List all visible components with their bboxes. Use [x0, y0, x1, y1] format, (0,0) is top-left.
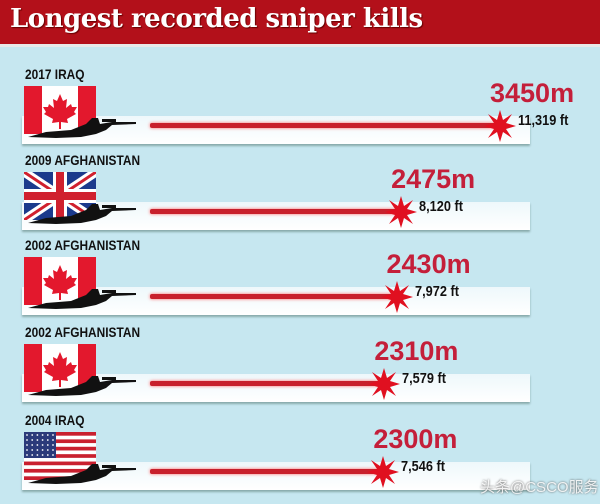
- sniper-silhouette-icon: [26, 110, 136, 140]
- sniper-silhouette-icon: [26, 196, 136, 226]
- record-row: 2017 IRAQ 3450m 11,319 ft: [0, 66, 600, 152]
- sniper-silhouette-icon: [26, 456, 136, 486]
- record-label: 2004 IRAQ: [25, 412, 85, 428]
- watermark: 头条@CSCO服务: [480, 479, 599, 496]
- meters-label: 2475m: [391, 164, 476, 194]
- distance-bar: [150, 123, 500, 128]
- explosion-icon: [367, 456, 400, 488]
- record-label: 2002 AFGHANISTAN: [25, 324, 141, 340]
- explosion-icon: [380, 281, 413, 313]
- meters-label: 2430m: [386, 249, 471, 279]
- distance-bar: [150, 469, 384, 474]
- explosion-icon: [484, 110, 516, 142]
- record-row: 2002 AFGHANISTAN 2310m 7,579 ft: [0, 324, 600, 410]
- uk-flag-icon: [21, 168, 99, 224]
- record-label: 2002 AFGHANISTAN: [25, 237, 141, 253]
- feet-label: 8,120 ft: [419, 198, 464, 215]
- explosion-icon: [368, 368, 401, 400]
- title-bar: Longest recorded sniper kills: [0, 0, 600, 47]
- sniper-silhouette-icon: [26, 281, 136, 311]
- explosion-icon: [385, 196, 418, 228]
- meters-label: 3450m: [490, 78, 575, 108]
- feet-label: 7,546 ft: [401, 458, 446, 475]
- distance-bar: [150, 294, 397, 299]
- feet-label: 11,319 ft: [518, 112, 569, 129]
- distance-bar: [150, 381, 385, 386]
- record-row: 2002 AFGHANISTAN 2430m 7,972 ft: [0, 237, 600, 323]
- feet-label: 7,972 ft: [414, 283, 459, 300]
- record-row: 2004 IRAQ 2300m 7,546 ft: [0, 412, 600, 498]
- meters-label: 2310m: [374, 336, 459, 366]
- record-label: 2009 AFGHANISTAN: [25, 152, 141, 168]
- sniper-silhouette-icon: [26, 368, 136, 398]
- chart-title: Longest recorded sniper kills: [10, 4, 423, 34]
- meters-label: 2300m: [373, 424, 458, 454]
- record-row: 2009 AFGHANISTAN 2475m 8,120 ft: [0, 152, 600, 238]
- record-label: 2017 IRAQ: [25, 66, 85, 82]
- feet-label: 7,579 ft: [402, 370, 447, 387]
- distance-bar: [150, 209, 402, 214]
